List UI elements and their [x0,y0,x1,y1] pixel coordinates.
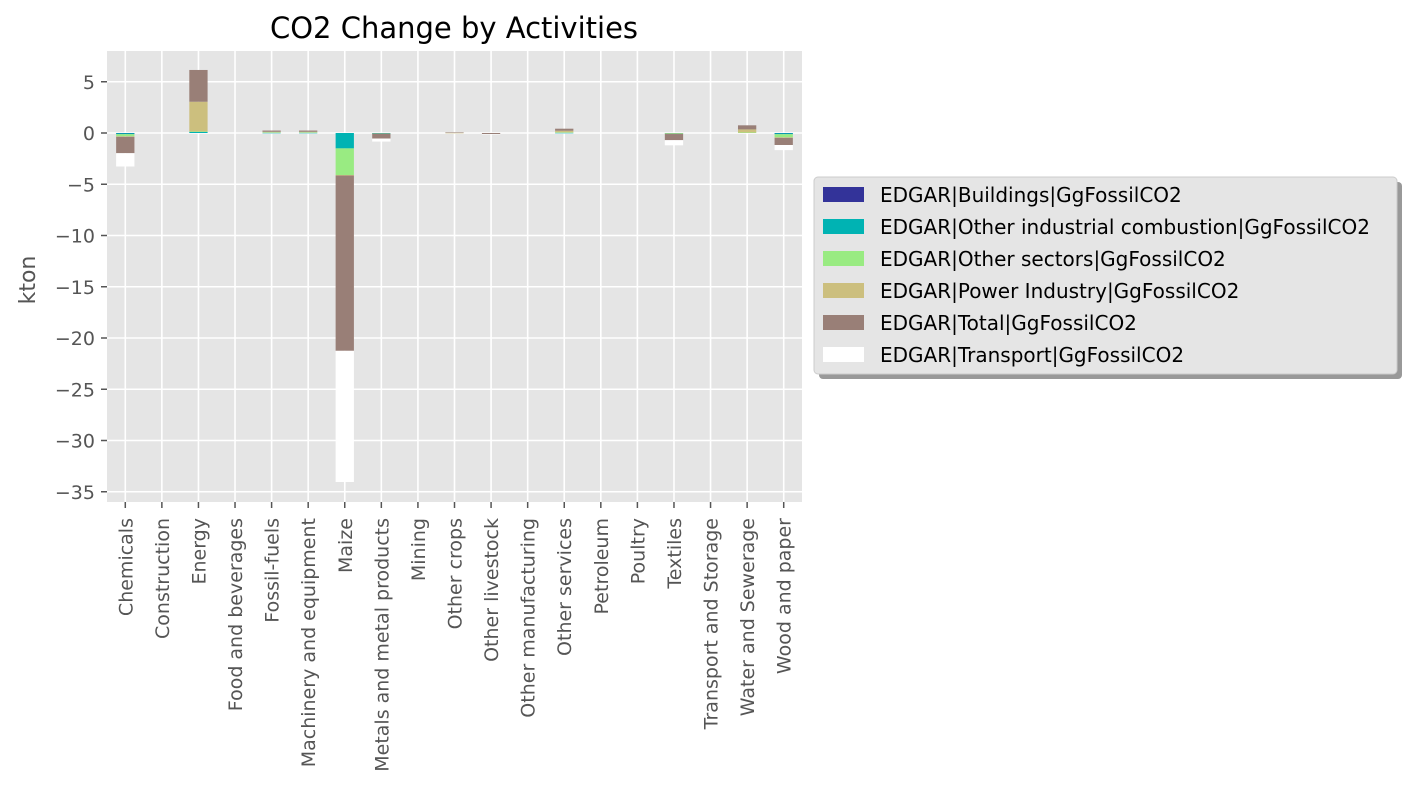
bar-segment [664,134,684,141]
bar-segment [737,125,757,130]
bar-segment [555,132,574,134]
bar-segment [774,134,793,138]
legend: EDGAR|Buildings|GgFossilCO2 EDGAR|Other i… [813,176,1402,379]
y-tick-label: 0 [83,123,95,145]
x-tick-label: Energy [188,518,210,585]
bar-segment [481,134,501,135]
y-tick-label: −35 [55,482,95,504]
bar-segment [774,137,793,145]
grid [107,51,802,502]
bar-segment [189,131,208,132]
bar-segment [262,132,281,133]
bar-segment [445,132,464,134]
bar-segment [481,133,501,135]
y-tick-label: −10 [55,226,95,248]
bar-segment [189,69,208,102]
x-tick-label: Textiles [664,518,686,590]
x-tick-label: Poultry [627,518,649,584]
bar-segment [116,134,135,137]
bar-segment [445,132,464,133]
legend-swatch [823,347,864,362]
x-tick-label: Food and beverages [225,518,247,711]
x-tick-label: Water and Sewerage [737,518,759,716]
x-tick-label: Other manufacturing [518,518,540,718]
y-tick-label: −25 [55,379,95,401]
bars [116,69,793,483]
bar-segment [299,130,318,132]
bar-segment [189,131,208,133]
bar-segment [116,136,135,137]
bar-segment [372,133,391,134]
y-tick-label: −20 [55,328,95,350]
bar-segment [774,137,793,138]
x-tick-label: Transport and Storage [701,518,723,730]
x-axis: Chemicals Construction Energy Food and beve… [115,502,796,772]
x-tick-label: Wood and paper [774,518,796,674]
bar-segment [116,153,135,167]
x-tick-label: Fossil-fuels [262,518,284,623]
legend-frame [813,176,1398,375]
bar-segment [664,133,684,135]
legend-swatch [823,315,864,330]
legend-label: EDGAR|Power Industry|GgFossilCO2 [880,279,1239,303]
bar-segment [555,128,574,131]
y-tick-label: −15 [55,277,95,299]
x-tick-label: Other livestock [481,518,503,662]
bar-segment [555,132,574,133]
legend-label: EDGAR|Other sectors|GgFossilCO2 [880,247,1226,271]
legend-label: EDGAR|Total|GgFossilCO2 [880,311,1137,335]
x-tick-label: Construction [152,518,174,639]
y-axis: 5 0 −5 −10 −15 −20 −25 −30 −35 [55,72,107,504]
x-tick-label: Metals and metal products [371,518,393,772]
y-tick-label: −30 [55,431,95,453]
x-tick-label: Machinery and equipment [298,518,320,767]
bar-segment [189,101,208,132]
y-axis-label: kton [16,256,41,305]
x-tick-label: Chemicals [115,518,137,616]
bar-segment [335,175,354,176]
bar-segment [335,175,354,351]
legend-label: EDGAR|Buildings|GgFossilCO2 [880,183,1182,207]
x-tick-label: Other crops [445,518,467,629]
legend-label: EDGAR|Transport|GgFossilCO2 [880,343,1184,367]
bar-segment [335,148,354,176]
chart-title: CO2 Change by Activities [270,11,638,45]
bar-segment [335,350,354,483]
x-tick-label: Maize [335,518,357,573]
legend-swatch [823,251,864,266]
legend-swatch [823,219,864,234]
x-tick-label: Mining [408,518,430,581]
bar-segment [299,132,318,134]
bar-segment [116,136,135,154]
y-tick-label: 5 [83,72,95,94]
bar-segment [372,133,391,139]
bar-segment [262,130,281,132]
bar-segment [664,133,684,134]
bar-segment [335,133,354,149]
legend-swatch [823,283,864,298]
legend-label: EDGAR|Other industrial combustion|GgFoss… [880,215,1370,239]
bar-segment [262,132,281,134]
bar-segment [737,129,757,133]
bar-segment [372,138,391,142]
y-tick-label: −5 [67,174,95,196]
bar-segment [664,140,684,146]
bar-segment [737,132,757,133]
bar-segment [774,144,793,151]
x-tick-label: Petroleum [591,518,613,614]
x-tick-label: Other services [554,518,576,656]
bar-segment [774,133,793,135]
bar-segment [299,132,318,133]
bar-segment [262,131,281,133]
bar-segment [555,130,574,133]
bar-segment [116,133,135,135]
bar-segment [299,131,318,133]
legend-swatch [823,187,864,202]
